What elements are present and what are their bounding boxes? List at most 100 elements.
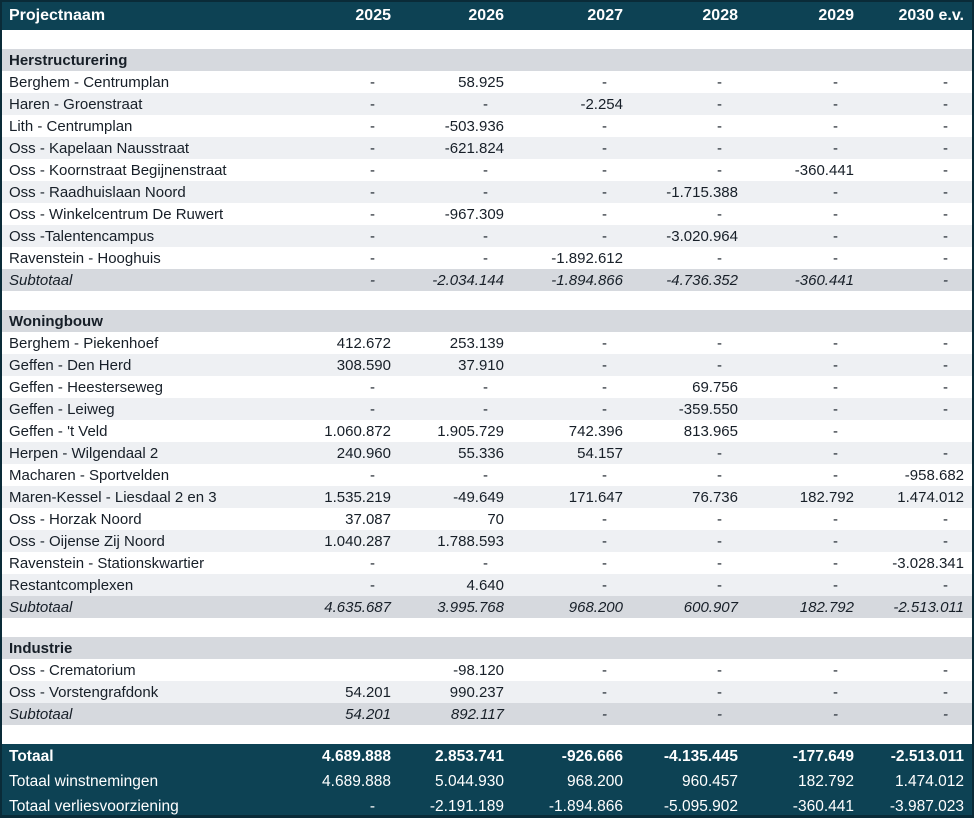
spacer-row xyxy=(2,725,972,744)
value-cell-2026: 58.925 xyxy=(403,71,516,93)
value-cell-2027: - xyxy=(516,552,635,574)
project-row: Herpen - Wilgendaal 2 240.960 55.336 54.157… xyxy=(2,442,972,464)
project-row: Macharen - Sportvelden - - - - - -958.682 xyxy=(2,464,972,486)
spacer-row xyxy=(2,30,972,49)
project-row-label: Lith - Centrumplan xyxy=(2,115,290,137)
project-row-label: Oss - Koornstraat Begijnenstraat xyxy=(2,159,290,181)
total-row-label: Totaal verliesvoorziening xyxy=(2,794,290,815)
subtotal-row-label: Subtotaal xyxy=(2,269,290,291)
value-cell-2029: - xyxy=(750,137,866,159)
value-cell-2026: -503.936 xyxy=(403,115,516,137)
value-cell-2028: -4.135.445 xyxy=(635,744,750,769)
subtotal-row: Subtotaal - -2.034.144 -1.894.866 -4.736.352… xyxy=(2,269,972,291)
value-cell-2025: - xyxy=(290,115,403,137)
value-cell-2025: - xyxy=(290,247,403,269)
value-cell-2029: 182.792 xyxy=(750,486,866,508)
value-cell-2026: -98.120 xyxy=(403,659,516,681)
value-cell-2029: - xyxy=(750,398,866,420)
value-cell-2027: - xyxy=(516,574,635,596)
value-cell-2029: - xyxy=(750,181,866,203)
project-row: Maren-Kessel - Liesdaal 2 en 3 1.535.219-… xyxy=(2,486,972,508)
column-header-2027: 2027 xyxy=(516,2,635,30)
value-cell-2028: - xyxy=(635,703,750,725)
value-cell-2025: - xyxy=(290,203,403,225)
column-header-2030ev: 2030 e.v. xyxy=(866,2,972,30)
value-cell-2030-e-v-: - xyxy=(866,703,972,725)
project-row-label: Geffen - Leiweg xyxy=(2,398,290,420)
value-cell-2030-e-v-: - xyxy=(866,659,972,681)
project-row: Oss - Vorstengrafdonk 54.201 990.237- - - - xyxy=(2,681,972,703)
value-cell-2026: - xyxy=(403,225,516,247)
value-cell-2026: 2.853.741 xyxy=(403,744,516,769)
value-cell-2028: - xyxy=(635,159,750,181)
project-row: Ravenstein - Hooghuis - - -1.892.612- - - xyxy=(2,247,972,269)
value-cell-2025: 54.201 xyxy=(290,681,403,703)
value-cell-2030-e-v-: - xyxy=(866,137,972,159)
value-cell-2027: - xyxy=(516,137,635,159)
value-cell-2028: 69.756 xyxy=(635,376,750,398)
value-cell-2028: - xyxy=(635,93,750,115)
total-row-label: Totaal winstnemingen xyxy=(2,769,290,794)
project-row: Lith - Centrumplan - -503.936- - - - xyxy=(2,115,972,137)
value-cell-2025: - xyxy=(290,794,403,815)
value-cell-2029: - xyxy=(750,115,866,137)
subtotal-row: Subtotaal 4.635.687 3.995.768 968.200 600.90… xyxy=(2,596,972,618)
project-row: Oss - Raadhuislaan Noord - - - -1.715.388- - xyxy=(2,181,972,203)
value-cell-2030-e-v-: -3.987.023 xyxy=(866,794,972,815)
column-header-2025: 2025 xyxy=(290,2,403,30)
value-cell-2025: - xyxy=(290,398,403,420)
project-row: Oss - Horzak Noord 37.087 70- - - - xyxy=(2,508,972,530)
project-row-label: Oss - Horzak Noord xyxy=(2,508,290,530)
value-cell-2028: -5.095.902 xyxy=(635,794,750,815)
value-cell-2030-e-v-: 1.474.012 xyxy=(866,769,972,794)
project-row-label: Oss - Crematorium xyxy=(2,659,290,681)
project-row-label: Geffen - Heesterseweg xyxy=(2,376,290,398)
project-row-label: Ravenstein - Stationskwartier xyxy=(2,552,290,574)
value-cell-2030-e-v-: - xyxy=(866,354,972,376)
project-row: Oss - Crematorium -98.120- - - - xyxy=(2,659,972,681)
value-cell-2026: 1.788.593 xyxy=(403,530,516,552)
value-cell-2029: - xyxy=(750,71,866,93)
value-cell-2030-e-v-: - xyxy=(866,269,972,291)
value-cell-2027: 54.157 xyxy=(516,442,635,464)
value-cell-2027: - xyxy=(516,225,635,247)
value-cell-2026: 55.336 xyxy=(403,442,516,464)
value-cell-2027: - xyxy=(516,464,635,486)
value-cell-2027: -1.894.866 xyxy=(516,269,635,291)
project-row-label: Oss -Talentencampus xyxy=(2,225,290,247)
value-cell-2030-e-v-: - xyxy=(866,530,972,552)
project-row-label: Oss - Winkelcentrum De Ruwert xyxy=(2,203,290,225)
value-cell-2029: 182.792 xyxy=(750,769,866,794)
value-cell-2030-e-v-: -3.028.341 xyxy=(866,552,972,574)
value-cell-2025: 1.060.872 xyxy=(290,420,403,442)
value-cell-2028: - xyxy=(635,464,750,486)
value-cell-2029: - xyxy=(750,681,866,703)
value-cell-2026: -2.034.144 xyxy=(403,269,516,291)
value-cell-2029: - xyxy=(750,703,866,725)
value-cell-2025: 4.689.888 xyxy=(290,744,403,769)
value-cell-2026: - xyxy=(403,247,516,269)
section-title: Woningbouw xyxy=(2,310,972,332)
value-cell-2027: - xyxy=(516,203,635,225)
value-cell-2026: 990.237 xyxy=(403,681,516,703)
value-cell-2029: -177.649 xyxy=(750,744,866,769)
project-row-label: Ravenstein - Hooghuis xyxy=(2,247,290,269)
project-row: Oss - Winkelcentrum De Ruwert - -967.309- -… xyxy=(2,203,972,225)
value-cell-2029: - xyxy=(750,225,866,247)
value-cell-2027: 968.200 xyxy=(516,596,635,618)
value-cell-2028: - xyxy=(635,247,750,269)
value-cell-2029: - xyxy=(750,203,866,225)
spacer-row xyxy=(2,618,972,637)
value-cell-2030-e-v-: - xyxy=(866,681,972,703)
value-cell-2027: - xyxy=(516,659,635,681)
value-cell-2027: 742.396 xyxy=(516,420,635,442)
value-cell-2027: - xyxy=(516,71,635,93)
value-cell-2028: - xyxy=(635,508,750,530)
value-cell-2025: 308.590 xyxy=(290,354,403,376)
value-cell-2030-e-v-: -2.513.011 xyxy=(866,596,972,618)
value-cell-2025: - xyxy=(290,552,403,574)
value-cell-2026: 70 xyxy=(403,508,516,530)
column-header-2028: 2028 xyxy=(635,2,750,30)
project-row-label: Geffen - Den Herd xyxy=(2,354,290,376)
